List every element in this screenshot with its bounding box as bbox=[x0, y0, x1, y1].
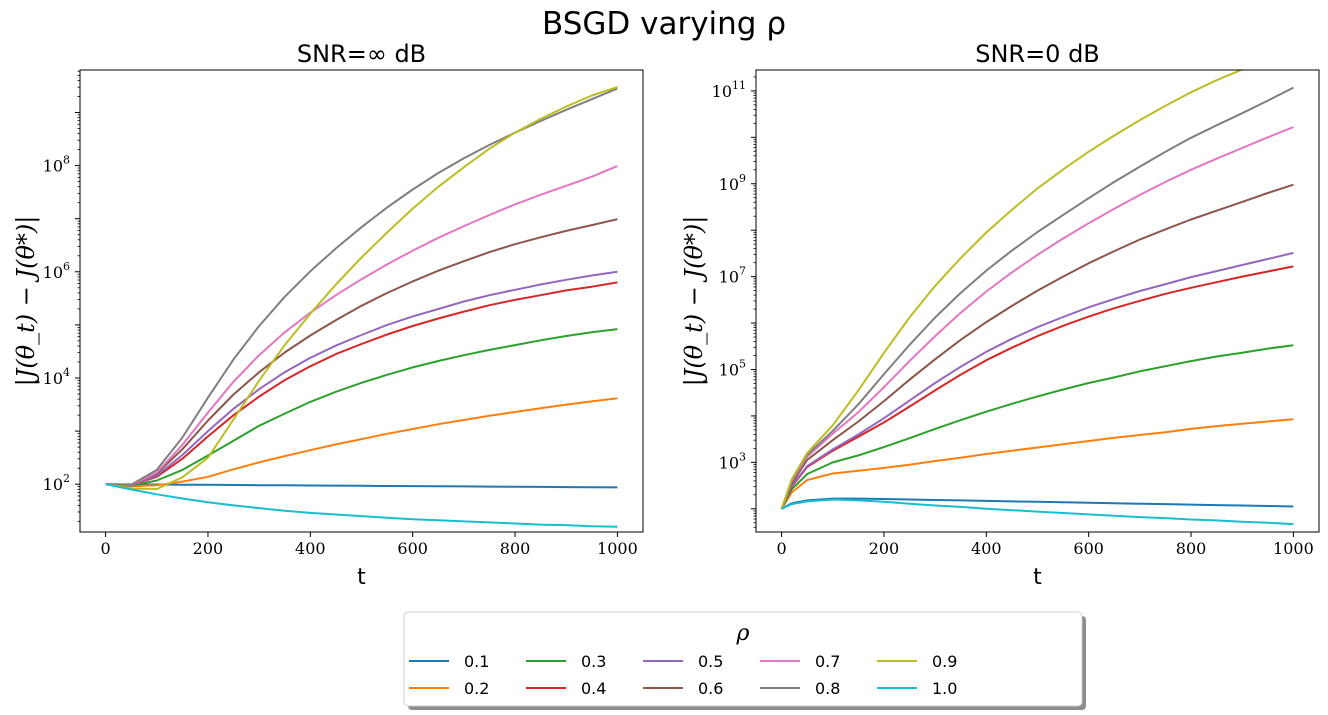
legend-label: 0.9 bbox=[932, 652, 957, 671]
axes-frame bbox=[755, 69, 1320, 533]
legend-label: 0.6 bbox=[698, 679, 723, 698]
figure-title: BSGD varying ρ bbox=[542, 6, 786, 42]
series-line-0.4 bbox=[105, 281, 618, 487]
series-line-0.3 bbox=[780, 344, 1294, 510]
legend-label: 0.7 bbox=[815, 652, 840, 671]
x-tick-label: 1000 bbox=[1273, 539, 1314, 558]
series-line-0.6 bbox=[780, 183, 1294, 510]
left-chart-panel: SNR=∞ dB 0 200 400 600 800 1000 102 104 106 108 t |J… bbox=[12, 40, 644, 590]
legend: ρ 0.1 0.2 0.3 0.4 0.5 0.6 0.7 0.8 0.9 1.0 bbox=[403, 611, 1086, 710]
y-tick-label: 106 bbox=[43, 260, 70, 282]
series-group bbox=[780, 70, 1294, 526]
series-line-0.5 bbox=[105, 270, 618, 487]
legend-item-0.2: 0.2 bbox=[409, 679, 489, 698]
legend-item-0.4: 0.4 bbox=[526, 679, 606, 698]
series-line-1.0 bbox=[105, 483, 618, 528]
x-tick-label: 800 bbox=[1176, 539, 1207, 558]
x-axis-label: t bbox=[1033, 565, 1042, 590]
series-line-1.0 bbox=[781, 498, 1294, 526]
y-axis-label: |J(θ_t) − J(θ*)| bbox=[12, 216, 41, 387]
legend-label: 0.3 bbox=[581, 652, 606, 671]
x-tick-label: 800 bbox=[500, 539, 531, 558]
legend-frame bbox=[403, 611, 1083, 707]
chart-title: SNR=∞ dB bbox=[297, 40, 426, 68]
y-tick-label: 105 bbox=[719, 357, 746, 379]
x-tick-label: 600 bbox=[397, 539, 428, 558]
x-tick-label: 400 bbox=[971, 539, 1002, 558]
series-line-0.1 bbox=[781, 497, 1294, 510]
legend-label: 0.8 bbox=[815, 679, 840, 698]
legend-item-0.5: 0.5 bbox=[643, 652, 723, 671]
x-tick-label: 200 bbox=[869, 539, 900, 558]
legend-item-0.3: 0.3 bbox=[526, 652, 606, 671]
legend-label: 0.5 bbox=[698, 652, 723, 671]
x-tick-label: 0 bbox=[776, 539, 786, 558]
right-chart-panel: SNR=0 dB 0 200 400 600 800 1000 103 105 107 109 101… bbox=[680, 40, 1320, 590]
series-line-0.2 bbox=[780, 418, 1294, 510]
legend-item-0.7: 0.7 bbox=[760, 652, 840, 671]
series-group bbox=[105, 86, 618, 528]
y-tick-label: 104 bbox=[43, 366, 70, 388]
y-tick-label: 107 bbox=[719, 265, 746, 287]
y-tick-label: 103 bbox=[719, 450, 746, 472]
chart-title: SNR=0 dB bbox=[975, 40, 1100, 68]
legend-label: 0.1 bbox=[464, 652, 489, 671]
y-tick-label: 102 bbox=[43, 472, 70, 494]
y-axis-label: |J(θ_t) − J(θ*)| bbox=[680, 216, 709, 387]
axes-frame bbox=[79, 69, 644, 533]
series-line-0.9 bbox=[105, 86, 618, 490]
x-tick-label: 1000 bbox=[597, 539, 638, 558]
legend-item-0.9: 0.9 bbox=[877, 652, 957, 671]
series-line-0.5 bbox=[780, 251, 1294, 510]
legend-label: 0.2 bbox=[464, 679, 489, 698]
y-tick-label: 108 bbox=[43, 154, 70, 176]
legend-items: 0.1 0.2 0.3 0.4 0.5 0.6 0.7 0.8 0.9 1.0 bbox=[409, 652, 957, 698]
legend-label: 1.0 bbox=[932, 679, 957, 698]
series-line-0.9 bbox=[780, 70, 1244, 510]
x-axis-label: t bbox=[357, 565, 366, 590]
legend-label: 0.4 bbox=[581, 679, 606, 698]
y-tick-label: 1011 bbox=[712, 79, 746, 101]
series-line-0.8 bbox=[780, 86, 1294, 510]
series-line-0.6 bbox=[105, 218, 618, 487]
y-tick-label: 109 bbox=[719, 172, 746, 194]
x-tick-label: 600 bbox=[1073, 539, 1104, 558]
series-line-0.7 bbox=[105, 165, 618, 487]
x-tick-label: 0 bbox=[100, 539, 110, 558]
legend-item-0.1: 0.1 bbox=[409, 652, 489, 671]
series-line-0.7 bbox=[780, 126, 1294, 510]
legend-item-0.8: 0.8 bbox=[760, 679, 840, 698]
legend-item-1.0: 1.0 bbox=[877, 679, 957, 698]
legend-title: ρ bbox=[736, 621, 750, 646]
x-tick-label: 400 bbox=[295, 539, 326, 558]
series-line-0.4 bbox=[780, 265, 1294, 510]
legend-item-0.6: 0.6 bbox=[643, 679, 723, 698]
x-tick-label: 200 bbox=[193, 539, 224, 558]
series-line-0.1 bbox=[105, 483, 618, 489]
series-line-0.2 bbox=[105, 397, 618, 488]
series-line-0.3 bbox=[105, 328, 618, 487]
series-line-0.8 bbox=[105, 87, 618, 486]
